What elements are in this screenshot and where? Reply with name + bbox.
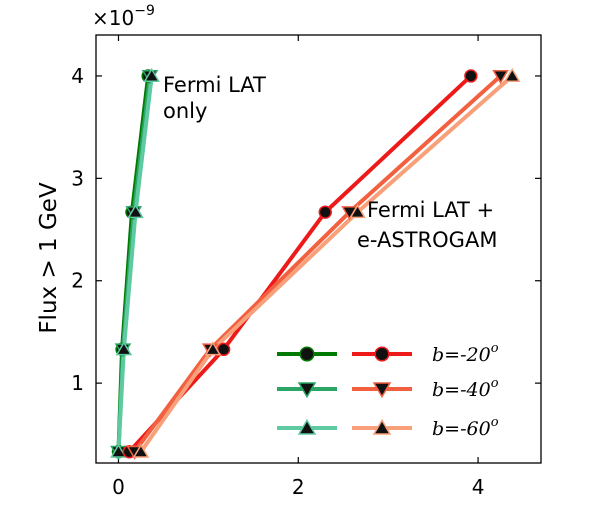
- y-tick-label: 3: [71, 166, 84, 190]
- legend-label: b=-40o: [432, 376, 499, 401]
- x-tick-label: 2: [292, 475, 305, 499]
- x-tick-label: 4: [472, 475, 485, 499]
- series-markers: [110, 67, 521, 460]
- y-multiplier-label: ×10−9: [92, 3, 155, 30]
- plot-frame: [95, 34, 542, 464]
- legend-marker-lat-b20: [299, 346, 315, 362]
- axis-ticks: 0 2 4 1 2 3 4: [71, 35, 541, 499]
- y-multiplier-base: ×10: [92, 6, 134, 30]
- annotation-fermi-astrogam-line2: e-ASTROGAM: [357, 228, 497, 252]
- legend-marker-ast-b60: [372, 418, 392, 435]
- series-line-lat-b60: [116, 75, 154, 452]
- data-point-ast-b60: [204, 341, 222, 356]
- y-axis-label: Flux > 1 GeV: [36, 182, 62, 334]
- y-tick-label: 4: [71, 64, 84, 88]
- data-point-lat-b60: [110, 443, 127, 458]
- data-point-ast-b60: [132, 443, 150, 458]
- legend-label: b=-60o: [432, 415, 499, 440]
- data-point-lat-b60: [115, 341, 133, 356]
- data-point-lat-b60: [143, 67, 161, 82]
- series-line-ast-b40: [133, 74, 502, 453]
- y-tick-label: 1: [71, 371, 84, 395]
- legend-label-superscript: o: [491, 415, 499, 430]
- data-point-ast-b20: [216, 342, 231, 357]
- data-point-ast-b40: [492, 69, 509, 85]
- legend-label-superscript: o: [491, 376, 499, 391]
- y-tick-label: 2: [71, 269, 84, 293]
- legend-marker-lat-b40: [297, 382, 317, 399]
- annotation-fermi-astrogam-line1: Fermi LAT +: [367, 198, 494, 222]
- legend-label-superscript: o: [491, 341, 499, 356]
- annotation-fermi-only-line1: Fermi LAT: [163, 73, 266, 97]
- legend: b=-20o b=-40o b=-60o: [277, 341, 499, 440]
- legend-label: b=-20o: [432, 341, 499, 366]
- data-point-ast-b20: [318, 205, 332, 219]
- data-point-ast-b20: [464, 69, 478, 83]
- data-point-lat-b60: [127, 204, 144, 219]
- legend-marker-lat-b60: [297, 418, 317, 435]
- legend-marker-ast-b40: [372, 382, 392, 399]
- data-point-ast-b60: [349, 204, 366, 219]
- series-lines: [116, 74, 514, 454]
- series-line-ast-b60: [139, 74, 514, 453]
- legend-marker-ast-b20: [374, 346, 390, 362]
- annotation-fermi-only-line2: only: [163, 99, 207, 123]
- x-tick-label: 0: [112, 475, 125, 499]
- data-point-ast-b60: [503, 67, 521, 82]
- y-multiplier-exponent: −9: [134, 3, 155, 19]
